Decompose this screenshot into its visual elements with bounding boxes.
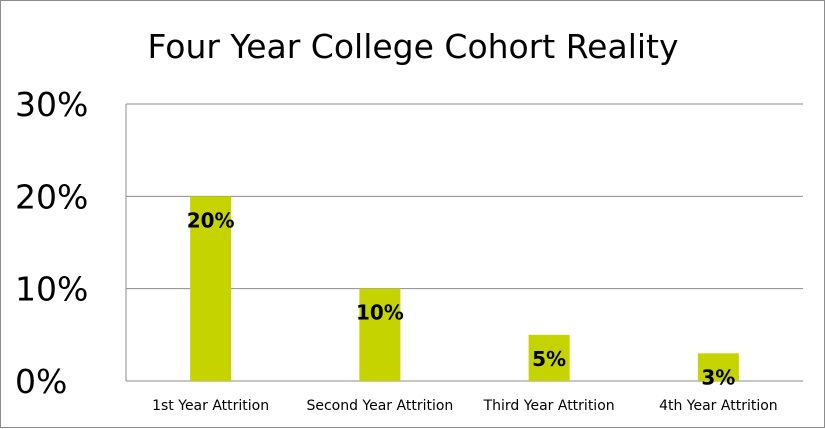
y-tick-label: 30% bbox=[15, 85, 88, 124]
bar[interactable] bbox=[528, 334, 570, 381]
bar[interactable] bbox=[190, 196, 232, 381]
y-tick-label: 20% bbox=[15, 177, 88, 216]
data-label: 20% bbox=[187, 208, 235, 232]
bar[interactable] bbox=[697, 353, 739, 381]
data-label: 10% bbox=[356, 301, 404, 325]
y-tick-label: 0% bbox=[15, 362, 67, 401]
chart-title: Four Year College Cohort Reality bbox=[147, 27, 678, 66]
data-label: 3% bbox=[701, 365, 735, 389]
x-tick-label: 1st Year Attrition bbox=[152, 398, 269, 414]
bar[interactable] bbox=[359, 288, 401, 381]
data-label: 5% bbox=[532, 347, 566, 371]
x-tick-label: Third Year Attrition bbox=[483, 398, 615, 414]
x-tick-label: Second Year Attrition bbox=[306, 398, 453, 414]
x-tick-label: 4th Year Attrition bbox=[659, 398, 778, 414]
plot-area: 0% 10% 20% 30% 20% 1st Year Attrition 10% Secon… bbox=[15, 85, 803, 414]
y-tick-label: 10% bbox=[15, 270, 88, 309]
